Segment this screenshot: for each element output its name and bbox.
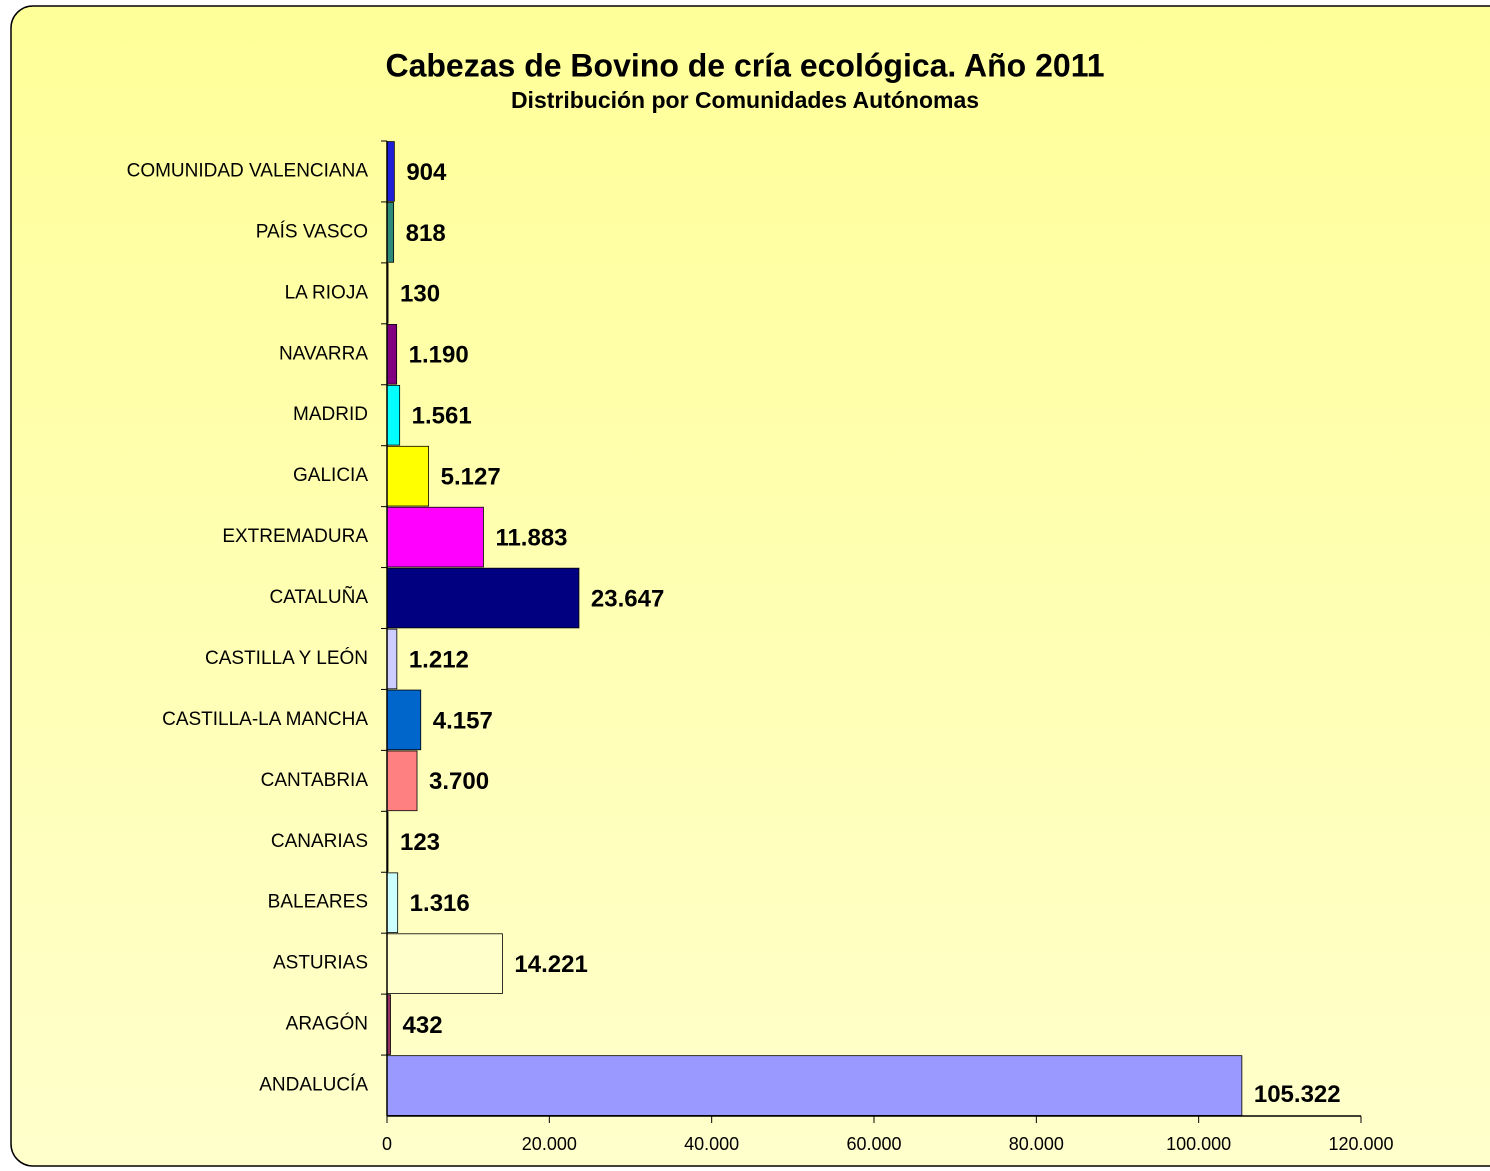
bar (386, 324, 398, 385)
x-tick-label: 120.000 (1328, 1134, 1393, 1154)
value-label: 1.190 (409, 342, 469, 369)
chart-title: Cabezas de Bovino de cría ecológica. Año… (385, 47, 1104, 83)
value-label: 432 (403, 1012, 443, 1039)
y-tick-label: MADRID (293, 404, 368, 425)
value-label: 1.212 (409, 646, 469, 673)
y-tick-label: ASTURIAS (273, 953, 368, 974)
y-tick-label: CASTILLA Y LEÓN (205, 647, 368, 669)
value-label: 14.221 (514, 951, 587, 978)
value-label: 105.322 (1254, 1081, 1341, 1108)
y-tick-label: BALEARES (268, 892, 368, 913)
bar (386, 384, 401, 446)
value-label: 1.316 (410, 890, 470, 917)
bar (386, 628, 398, 690)
bar (386, 872, 399, 933)
value-label: 11.883 (495, 524, 567, 551)
value-label: 4.157 (433, 707, 493, 734)
y-tick-label: CANTABRIA (261, 770, 369, 791)
x-tick-label: 20.000 (522, 1134, 577, 1154)
chart-subtitle: Distribución por Comunidades Autónomas (511, 87, 979, 113)
bar (386, 750, 418, 812)
value-label: 130 (400, 281, 440, 308)
x-tick-label: 100.000 (1166, 1134, 1231, 1154)
y-tick-label: NAVARRA (279, 343, 368, 364)
y-tick-label: CASTILLA-LA MANCHA (162, 709, 368, 730)
x-tick-label: 40.000 (684, 1134, 739, 1154)
value-label: 23.647 (591, 585, 664, 612)
y-tick-label: LA RIOJA (285, 282, 369, 303)
value-label: 818 (406, 220, 446, 247)
y-tick-label: PAÍS VASCO (256, 221, 368, 242)
y-tick-label: CATALUÑA (269, 586, 368, 608)
x-tick-label: 60.000 (846, 1134, 901, 1154)
x-tick-label: 0 (382, 1134, 392, 1154)
value-label: 1.561 (412, 403, 472, 430)
x-tick-label: 80.000 (1009, 1134, 1064, 1154)
y-tick-label: GALICIA (293, 465, 368, 486)
y-tick-label: ANDALUCÍA (259, 1075, 368, 1096)
y-tick-label: EXTREMADURA (222, 526, 368, 547)
bar (386, 141, 395, 202)
y-tick-label: CANARIAS (271, 831, 368, 852)
background (10, 5, 1490, 1167)
bar (386, 567, 580, 629)
value-label: 3.700 (429, 768, 489, 795)
value-label: 904 (406, 159, 447, 186)
bar (386, 933, 503, 994)
bar (386, 689, 422, 751)
bar (386, 1055, 1243, 1116)
value-label: 5.127 (441, 464, 501, 491)
bar (386, 445, 430, 507)
bar (386, 202, 395, 263)
y-tick-label: COMUNIDAD VALENCIANA (127, 160, 369, 181)
y-tick-label: ARAGÓN (286, 1013, 368, 1035)
bar (386, 506, 484, 568)
value-label: 123 (400, 829, 440, 856)
